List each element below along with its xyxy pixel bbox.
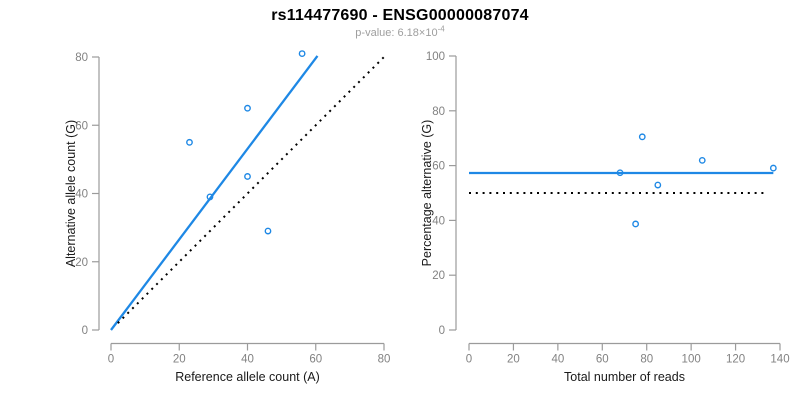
figure-title: rs114477690 - ENSG00000087074: [271, 7, 529, 24]
y-tick-label: 60: [75, 120, 88, 132]
x-tick-label: 0: [466, 354, 472, 366]
p-value-exponent: -4: [437, 24, 445, 34]
y-tick-label: 100: [426, 51, 445, 63]
data-point: [186, 138, 193, 146]
y-tick-label: 80: [432, 106, 445, 118]
data-point: [654, 181, 662, 189]
data-point: [632, 220, 640, 228]
x-tick-label: 40: [551, 354, 564, 366]
x-axis-title: Reference allele count (A): [175, 370, 320, 384]
y-axis-title: Alternative allele count (G): [64, 120, 78, 267]
data-point: [298, 50, 306, 57]
fit-line: [110, 55, 319, 331]
data-point: [698, 156, 706, 164]
y-tick-label: 20: [432, 270, 445, 282]
x-tick-label: 120: [726, 354, 745, 366]
data-point: [769, 164, 777, 172]
x-tick-label: 40: [241, 354, 254, 366]
x-tick-label: 0: [108, 354, 114, 366]
data-point: [616, 169, 624, 177]
p-value-base: 6.18×10: [397, 27, 438, 39]
data-point: [206, 193, 214, 201]
x-axis-title: Total number of reads: [564, 370, 685, 384]
chart-allele-counts: 0 20 40 60 80 0 20 40 60 80 Reference allele count…: [64, 50, 391, 384]
data-point: [244, 104, 251, 112]
y-tick-label: 0: [439, 325, 445, 337]
y-tick-label: 0: [82, 325, 88, 337]
y-tick-label: 80: [75, 52, 88, 64]
figure-subtitle: p-value: 6.18×10-4: [0, 24, 800, 39]
y-tick-label: 60: [432, 161, 445, 173]
x-tick-label: 80: [378, 354, 391, 366]
x-tick-label: 20: [507, 354, 520, 366]
data-point: [244, 173, 251, 180]
identity-line: [117, 54, 387, 324]
x-tick-label: 60: [596, 354, 609, 366]
y-tick-label: 40: [75, 189, 88, 201]
x-tick-label: 80: [640, 354, 653, 366]
x-tick-label: 100: [682, 354, 701, 366]
chart-percentage-vs-reads: 0 20 40 60 80 100 0 20 40 60 80 100 120 140 Total numb…: [420, 51, 790, 384]
y-axis-title: Percentage alternative (G): [420, 120, 434, 267]
data-point: [264, 227, 272, 235]
p-value-label: p-value:: [355, 27, 398, 39]
y-tick-label: 40: [432, 215, 445, 227]
y-tick-label: 20: [75, 257, 88, 269]
x-tick-label: 140: [770, 354, 789, 366]
x-tick-label: 60: [309, 354, 322, 366]
data-point: [638, 133, 646, 141]
x-tick-label: 20: [173, 354, 186, 366]
